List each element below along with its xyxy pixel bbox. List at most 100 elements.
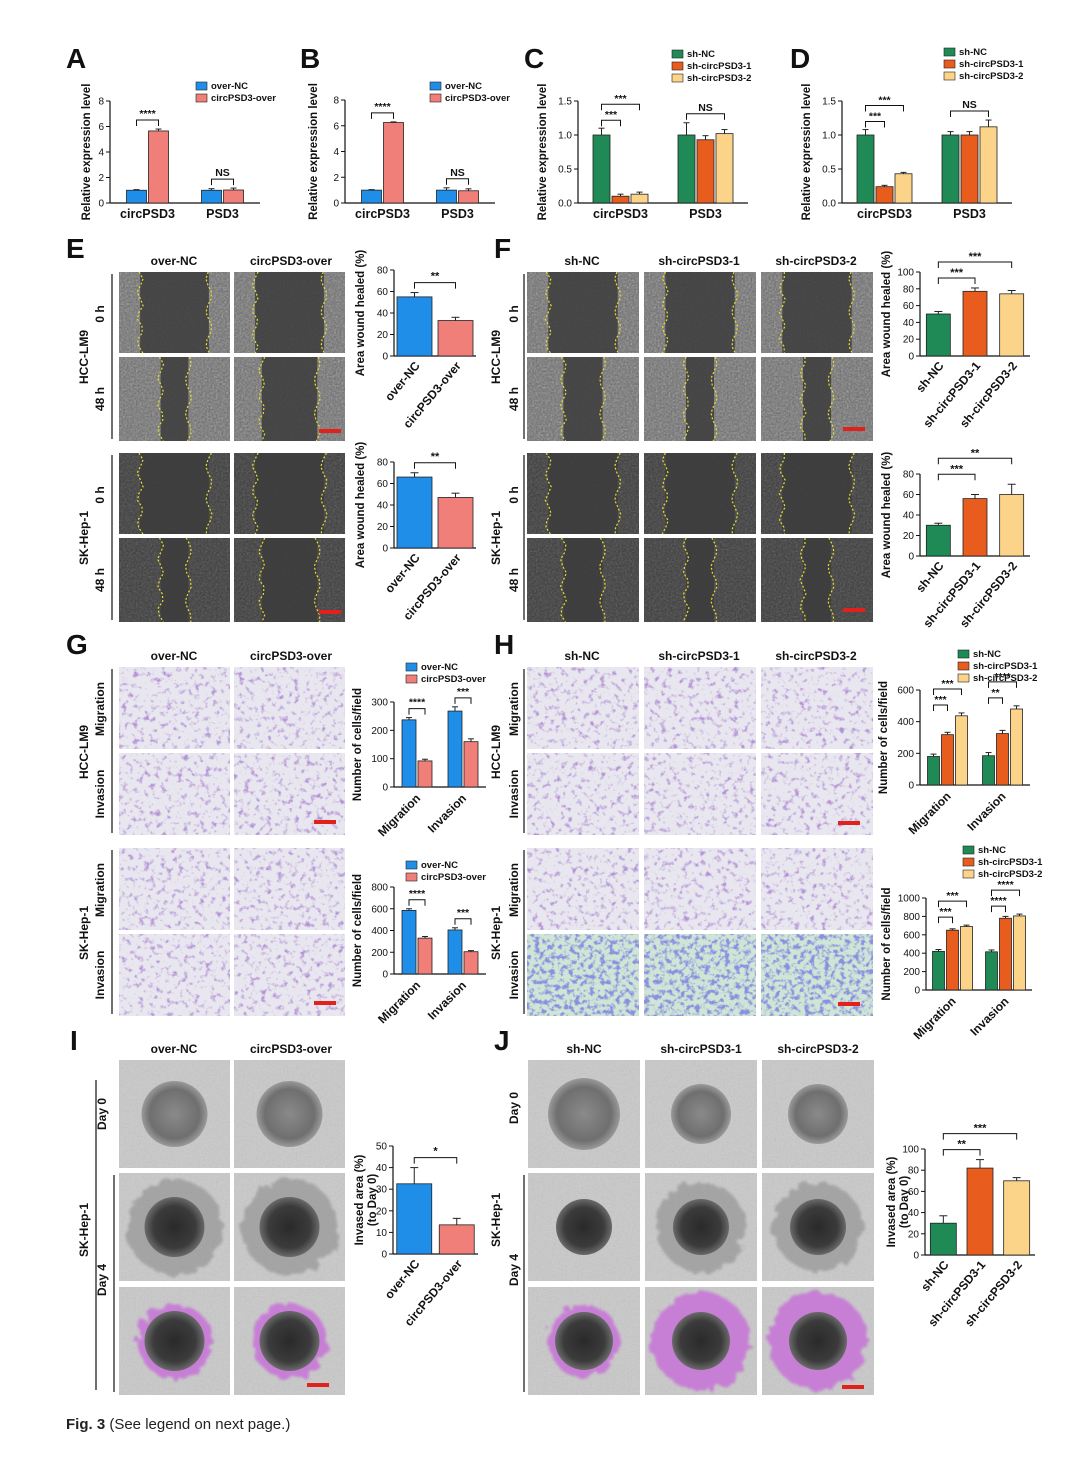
bar <box>962 290 988 357</box>
bar <box>463 741 479 788</box>
x-tick-label: over-NC <box>382 359 423 404</box>
transwell-image <box>527 848 639 930</box>
y-tick-label: 0 <box>382 970 388 981</box>
legend-swatch <box>195 93 208 103</box>
significance-label: *** <box>946 890 959 902</box>
y-tick-label: 20 <box>377 522 389 533</box>
wound-healing-image <box>119 271 230 354</box>
wound-healing-image <box>119 537 230 623</box>
transwell-image <box>234 667 345 749</box>
x-tick-label: circPSD3 <box>120 207 175 221</box>
y-tick-label: 200 <box>903 967 920 978</box>
y-tick-label: 40 <box>903 318 915 329</box>
wound-healing-image <box>644 452 756 535</box>
significance-label: **** <box>994 671 1011 683</box>
wound-healing-image <box>119 452 230 535</box>
spheroid-image <box>645 1173 757 1281</box>
transwell-image <box>761 667 873 749</box>
y-tick-label: 600 <box>897 686 914 697</box>
x-tick-label: over-NC <box>382 551 423 596</box>
wound-healing-image <box>527 537 639 623</box>
legend-entry: over-NC <box>445 81 482 92</box>
y-tick-label: 600 <box>903 930 920 941</box>
bar <box>696 139 715 204</box>
y-tick-label: 8 <box>98 97 104 108</box>
significance-label: *** <box>941 678 954 690</box>
chart-J1: 0 20 40 60 80 100 Invased area (%) (to Day 0) sh… <box>886 1123 1035 1329</box>
spheroid-image <box>645 1060 757 1168</box>
y-tick-label: 80 <box>903 470 915 481</box>
transwell-image <box>234 753 345 835</box>
x-tick-label: PSD3 <box>689 207 722 221</box>
y-tick-label: 20 <box>376 1206 388 1217</box>
significance-bracket <box>454 918 472 925</box>
bar <box>383 122 404 204</box>
bar <box>925 313 951 357</box>
wound-healing-image <box>527 271 639 354</box>
x-tick-label: sh-NC <box>913 359 947 395</box>
significance-bracket <box>371 112 394 119</box>
x-tick-label: PSD3 <box>206 207 239 221</box>
significance-label: **** <box>997 879 1014 891</box>
spheroid-image <box>234 1060 345 1168</box>
significance-label: **** <box>409 697 426 709</box>
y-tick-label: 600 <box>371 904 388 915</box>
legend-swatch <box>943 71 956 81</box>
panel-label-J: J <box>494 1025 510 1056</box>
x-tick-label: Invasion <box>967 994 1011 1038</box>
significance-label: * <box>433 1146 438 1158</box>
row-label: 0 h <box>93 305 107 322</box>
legend-swatch <box>962 857 975 867</box>
bar <box>929 1222 957 1256</box>
significance-bracket <box>937 473 976 481</box>
spheroid-image <box>528 1173 640 1281</box>
significance-label: *** <box>614 93 627 105</box>
bar <box>932 950 945 991</box>
y-tick-label: 0 <box>333 199 339 210</box>
y-tick-label: 4 <box>333 147 339 158</box>
scale-bar <box>843 608 865 612</box>
chart-D: 0.0 0.5 1.0 1.5 Relative expression level cir… <box>801 47 1024 221</box>
column-label: circPSD3-over <box>250 1042 332 1056</box>
scale-bar <box>314 1001 336 1005</box>
column-label: sh-NC <box>566 1042 602 1056</box>
y-tick-label: 10 <box>376 1228 388 1239</box>
significance-bracket <box>414 462 456 469</box>
significance-bracket <box>446 178 469 185</box>
y-tick-label: 2 <box>333 173 339 184</box>
transwell-image <box>527 753 639 835</box>
bar <box>960 926 973 991</box>
y-tick-label: 400 <box>371 926 388 937</box>
significance-label: *** <box>969 251 983 263</box>
row-label: 0 h <box>93 486 107 503</box>
row-label: Migration <box>93 682 107 736</box>
row-label: 48 h <box>93 387 107 411</box>
bar <box>447 710 463 788</box>
y-tick-label: 60 <box>908 1187 920 1198</box>
legend-swatch <box>957 673 970 683</box>
bar <box>396 476 433 549</box>
x-tick-label: sh-NC <box>918 1258 952 1294</box>
y-tick-label: 200 <box>371 948 388 959</box>
y-tick-label: 0 <box>908 781 914 792</box>
y-tick-label: 60 <box>903 301 915 312</box>
significance-bracket <box>988 697 1003 704</box>
legend-swatch <box>671 73 684 83</box>
column-label: circPSD3-over <box>250 254 332 268</box>
significance-label: *** <box>605 109 618 121</box>
panel-label-G: G <box>66 629 88 660</box>
y-axis-label: Area wound healed (%) <box>355 250 367 377</box>
y-axis-label: Relative expression level <box>537 84 549 221</box>
panel-label-B: B <box>300 43 320 74</box>
y-axis-label: Relative expression level <box>81 84 93 221</box>
bar <box>463 951 479 975</box>
row-label: 48 h <box>93 568 107 592</box>
x-tick-label: PSD3 <box>953 207 986 221</box>
y-tick-label: 40 <box>377 309 389 320</box>
spheroid-image <box>234 1173 345 1281</box>
row-label: Invasion <box>507 770 521 819</box>
y-axis-label: Number of cells/field <box>352 874 364 987</box>
row-label: HCC-LM9 <box>77 330 91 384</box>
